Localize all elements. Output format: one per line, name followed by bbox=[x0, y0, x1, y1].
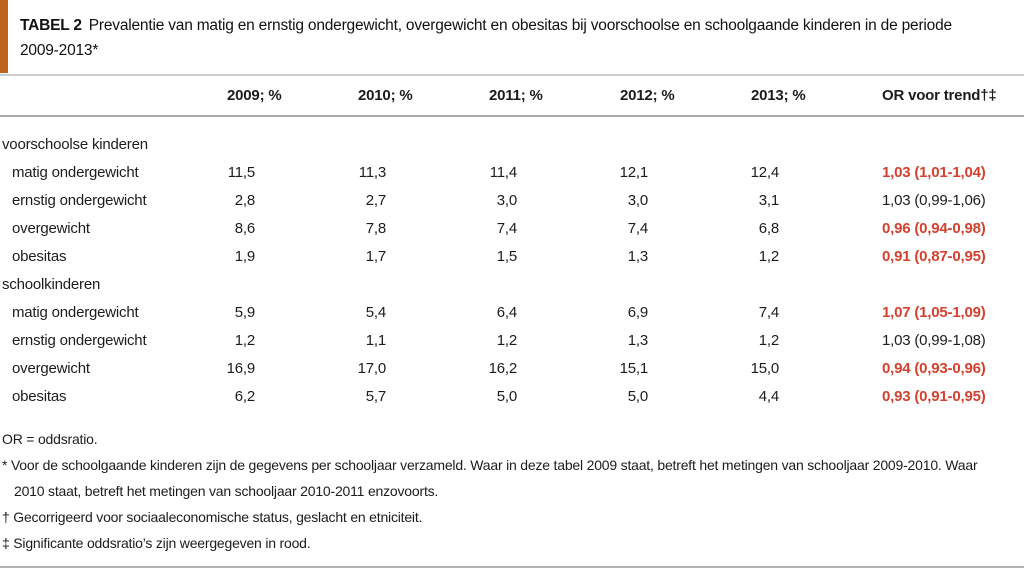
row-label: overgewicht bbox=[12, 359, 90, 377]
cell-value: 1,7 bbox=[365, 247, 386, 265]
footnote-asterisk-line1: * Voor de schoolgaande kinderen zijn de … bbox=[2, 457, 978, 473]
or-value: 1,03 (0,99-1,06) bbox=[882, 191, 986, 209]
footnote-asterisk-line2: 2010 staat, betreft het metingen van sch… bbox=[14, 483, 439, 499]
table-row: ernstig ondergewicht 1,2 1,1 1,2 1,3 1,2 1,03 … bbox=[0, 326, 1024, 354]
cell-value: 4,4 bbox=[758, 387, 779, 405]
cell-value: 12,4 bbox=[750, 163, 780, 181]
footnote-or-definition: OR = oddsratio. bbox=[2, 431, 98, 447]
cell-value: 16,2 bbox=[488, 359, 518, 377]
footnote-dagger: † Gecorrigeerd voor sociaaleconomische s… bbox=[2, 509, 423, 525]
row-label: ernstig ondergewicht bbox=[12, 331, 147, 349]
cell-value: 1,1 bbox=[365, 331, 386, 349]
table-row: ernstig ondergewicht 2,8 2,7 3,0 3,0 3,1 1,03 … bbox=[0, 186, 1024, 214]
cell-value: 1,5 bbox=[496, 247, 517, 265]
table-caption-label: TABEL 2 bbox=[20, 17, 82, 34]
cell-value: 11,5 bbox=[227, 163, 255, 181]
footnotes: OR = oddsratio. * Voor de schoolgaande k… bbox=[0, 426, 1024, 556]
table-row: overgewicht 8,6 7,8 7,4 7,4 6,8 0,96 (0,94-0,9… bbox=[0, 214, 1024, 242]
or-value: 0,91 (0,87-0,95) bbox=[882, 247, 986, 265]
cell-value: 12,1 bbox=[619, 163, 649, 181]
table-row: matig ondergewicht 11,5 11,3 11,4 12,1 12,4 1,… bbox=[0, 158, 1024, 186]
cell-value: 16,9 bbox=[226, 359, 256, 377]
cell-value: 3,1 bbox=[758, 191, 779, 209]
header-empty bbox=[0, 76, 225, 117]
cell-value: 2,8 bbox=[234, 191, 255, 209]
cell-value: 7,4 bbox=[627, 219, 648, 237]
cell-value: 1,2 bbox=[234, 331, 255, 349]
table-row: obesitas 1,9 1,7 1,5 1,3 1,2 0,91 (0,87-0,95) bbox=[0, 242, 1024, 270]
cell-value: 1,2 bbox=[758, 247, 779, 265]
cell-value: 1,3 bbox=[627, 331, 648, 349]
table-header-row: 2009; % 2010; % 2011; % 2012; % 2013; % … bbox=[0, 76, 1024, 117]
cell-value: 1,2 bbox=[496, 331, 517, 349]
table-row: matig ondergewicht 5,9 5,4 6,4 6,9 7,4 1,07 (1… bbox=[0, 298, 1024, 326]
cell-value: 7,4 bbox=[496, 219, 517, 237]
cell-value: 17,0 bbox=[357, 359, 387, 377]
table-row: overgewicht 16,9 17,0 16,2 15,1 15,0 0,94 (0,9… bbox=[0, 354, 1024, 382]
cell-value: 11,4 bbox=[489, 163, 517, 181]
or-value: 0,94 (0,93-0,96) bbox=[882, 359, 986, 377]
cell-value: 15,0 bbox=[750, 359, 780, 377]
row-label: matig ondergewicht bbox=[12, 163, 139, 181]
or-value: 0,93 (0,91-0,95) bbox=[882, 387, 986, 405]
prevalence-table: 2009; % 2010; % 2011; % 2012; % 2013; % … bbox=[0, 76, 1024, 410]
cell-value: 6,8 bbox=[758, 219, 779, 237]
row-label: obesitas bbox=[12, 247, 67, 265]
cell-value: 5,4 bbox=[365, 303, 386, 321]
section-label: voorschoolse kinderen bbox=[2, 136, 148, 153]
cell-value: 6,2 bbox=[234, 387, 255, 405]
header-or-trend: OR voor trend†‡ bbox=[880, 76, 1024, 117]
bottom-rule bbox=[0, 566, 1024, 568]
footnote-double-dagger: ‡ Significante oddsratio’s zijn weergege… bbox=[2, 535, 311, 551]
table-caption-text: TABEL 2 Prevalentie van matig en ernstig … bbox=[0, 0, 1024, 63]
cell-value: 7,4 bbox=[758, 303, 779, 321]
header-2011: 2011; % bbox=[487, 76, 618, 117]
table-caption: TABEL 2 Prevalentie van matig en ernstig … bbox=[0, 0, 1024, 74]
row-label: obesitas bbox=[12, 387, 67, 405]
cell-value: 3,0 bbox=[627, 191, 648, 209]
cell-value: 5,7 bbox=[365, 387, 386, 405]
or-value: 0,96 (0,94-0,98) bbox=[882, 219, 986, 237]
header-2013: 2013; % bbox=[749, 76, 880, 117]
cell-value: 6,9 bbox=[627, 303, 648, 321]
table-caption-line2: 2009-2013* bbox=[20, 42, 99, 59]
header-2010: 2010; % bbox=[356, 76, 487, 117]
cell-value: 15,1 bbox=[619, 359, 649, 377]
section-row: voorschoolse kinderen bbox=[0, 116, 1024, 158]
row-label: ernstig ondergewicht bbox=[12, 191, 147, 209]
section-label: schoolkinderen bbox=[2, 275, 101, 293]
cell-value: 11,3 bbox=[358, 163, 386, 181]
row-label: overgewicht bbox=[12, 219, 90, 237]
cell-value: 1,2 bbox=[758, 331, 779, 349]
header-2009: 2009; % bbox=[225, 76, 356, 117]
top-rule bbox=[0, 74, 1024, 76]
cell-value: 5,0 bbox=[627, 387, 648, 405]
or-value: 1,07 (1,05-1,09) bbox=[882, 303, 986, 321]
cell-value: 3,0 bbox=[496, 191, 517, 209]
cell-value: 2,7 bbox=[365, 191, 386, 209]
cell-value: 6,4 bbox=[496, 303, 517, 321]
cell-value: 5,9 bbox=[234, 303, 255, 321]
or-value: 1,03 (1,01-1,04) bbox=[882, 163, 986, 181]
cell-value: 5,0 bbox=[496, 387, 517, 405]
table-caption-line1: Prevalentie van matig en ernstig onderge… bbox=[88, 17, 952, 34]
cell-value: 7,8 bbox=[365, 219, 386, 237]
cell-value: 8,6 bbox=[234, 219, 255, 237]
table-row: obesitas 6,2 5,7 5,0 5,0 4,4 0,93 (0,91-0,95) bbox=[0, 382, 1024, 410]
row-label: matig ondergewicht bbox=[12, 303, 139, 321]
or-value: 1,03 (0,99-1,08) bbox=[882, 331, 986, 349]
header-2012: 2012; % bbox=[618, 76, 749, 117]
section-row: schoolkinderen bbox=[0, 270, 1024, 298]
accent-bar bbox=[0, 0, 8, 73]
cell-value: 1,3 bbox=[627, 247, 648, 265]
cell-value: 1,9 bbox=[234, 247, 255, 265]
